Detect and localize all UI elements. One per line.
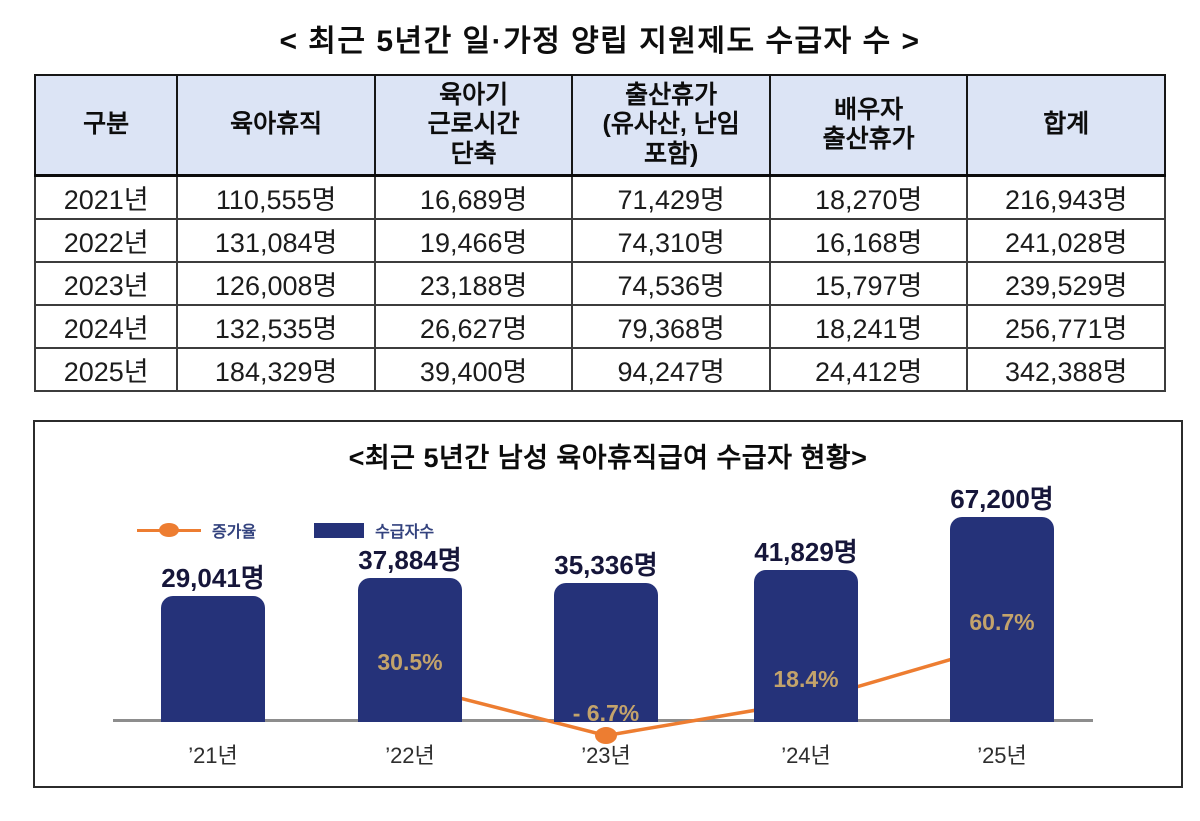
line-dot-icon (159, 523, 179, 537)
table-cell: 16,168명 (768, 218, 969, 263)
growth-value-label: 60.7% (969, 608, 1035, 635)
x-axis-label: ’23년 (581, 743, 631, 768)
table-cell: 79,368명 (571, 304, 771, 349)
legend-item-recipients: 수급자수 (314, 518, 434, 542)
growth-value-label: 18.4% (773, 665, 839, 692)
table-header-row: 구분 육아휴직 육아기 근로시간 단축 출산휴가 (유사산, 난임 포함) 배우자 출산… (33, 74, 1166, 177)
recipients-bar (358, 577, 462, 722)
table-cell: 2022년 (33, 218, 179, 263)
x-axis-label: ’25년 (977, 743, 1027, 768)
bar-swatch-icon (314, 522, 365, 538)
recipients-bar (950, 517, 1054, 722)
recipients-bar (161, 596, 265, 722)
bar-value-label: 37,884명 (358, 544, 462, 575)
legend-label-recipients: 수급자수 (375, 524, 435, 541)
table-cell: 26,627명 (373, 304, 574, 349)
recipients-bar (754, 569, 858, 722)
table-header-cell: 배우자 출산휴가 (768, 74, 969, 177)
table-body: 2021년 110,555명 16,689명 71,429명 18,270명 216,94… (33, 174, 1166, 392)
legend: 증가율 수급자수 (137, 518, 434, 542)
legend-label-growth-rate: 증가율 (212, 524, 257, 541)
table-cell: 342,388명 (966, 347, 1166, 392)
table-cell: 24,412명 (768, 347, 969, 392)
support-table: 구분 육아휴직 육아기 근로시간 단축 출산휴가 (유사산, 난임 포함) 배우자 출산… (33, 74, 1166, 392)
table-header-cell: 육아기 근로시간 단축 (373, 74, 574, 177)
x-axis-label: ’24년 (781, 743, 831, 768)
legend-item-growth-rate: 증가율 (137, 518, 256, 542)
table-cell: 15,797명 (768, 261, 969, 306)
table-cell: 256,771명 (966, 304, 1166, 349)
table-cell: 2025년 (33, 347, 179, 392)
bar-value-label: 29,041명 (161, 563, 265, 593)
bar-value-label: 67,200명 (950, 484, 1054, 514)
growth-value-label: - 6.7% (572, 699, 640, 726)
table-row: 2022년 131,084명 19,466명 74,310명 16,168명 241,02… (33, 218, 1166, 263)
table-cell: 131,084명 (176, 218, 376, 263)
growth-value-label: 30.5% (377, 649, 443, 676)
table-row: 2021년 110,555명 16,689명 71,429명 18,270명 216,94… (33, 174, 1166, 220)
table-cell: 39,400명 (373, 347, 574, 392)
table-cell: 132,535명 (176, 304, 376, 349)
table-header-cell: 합계 (966, 74, 1166, 177)
table-cell: 2023년 (33, 261, 179, 306)
table-cell: 74,536명 (571, 261, 771, 306)
chart-title: <최근 5년간 남성 육아휴직급여 수급자 현황> (348, 443, 868, 473)
table-cell: 16,689명 (373, 174, 574, 220)
table-cell: 239,529명 (966, 261, 1166, 306)
table-cell: 126,008명 (176, 261, 376, 306)
table-row: 2024년 132,535명 26,627명 79,368명 18,241명 256,77… (33, 304, 1166, 349)
x-axis-label: ’21년 (188, 743, 238, 768)
table-cell: 2024년 (33, 304, 179, 349)
chart-panel: <최근 5년간 남성 육아휴직급여 수급자 현황> 증가율 수급자수 29,04… (33, 420, 1183, 788)
bar-value-label: 41,829명 (754, 536, 858, 567)
table-cell: 216,943명 (966, 174, 1166, 220)
table-header-cell: 육아휴직 (176, 74, 376, 177)
table-row: 2023년 126,008명 23,188명 74,536명 15,797명 239,52… (33, 261, 1166, 306)
line-marker-icon (137, 523, 201, 537)
table-cell: 23,188명 (373, 261, 574, 306)
table-title: < 최근 5년간 일·가정 양립 지원제도 수급자 수 > (279, 25, 921, 58)
table-head: 구분 육아휴직 육아기 근로시간 단축 출산휴가 (유사산, 난임 포함) 배우자 출산… (33, 74, 1166, 177)
x-axis-label: ’22년 (385, 743, 435, 768)
table-cell: 94,247명 (571, 347, 771, 392)
table-header-cell: 구분 (33, 74, 179, 177)
table-cell: 241,028명 (966, 218, 1166, 263)
table-row: 2025년 184,329명 39,400명 94,247명 24,412명 342,38… (33, 347, 1166, 392)
table-cell: 18,241명 (768, 304, 969, 349)
bar-value-label: 35,336명 (554, 549, 658, 580)
page: < 최근 5년간 일·가정 양립 지원제도 수급자 수 > 구분 육아휴직 육아기 … (0, 16, 1200, 788)
table-cell: 71,429명 (571, 174, 771, 220)
recipients-bar (554, 582, 658, 722)
table-cell: 74,310명 (571, 218, 771, 263)
table-cell: 184,329명 (176, 347, 376, 392)
table-cell: 19,466명 (373, 218, 574, 263)
table-cell: 18,270명 (768, 174, 969, 220)
table-header-cell: 출산휴가 (유사산, 난임 포함) (571, 74, 771, 177)
table-cell: 2021년 (33, 174, 179, 220)
table-cell: 110,555명 (176, 174, 376, 220)
